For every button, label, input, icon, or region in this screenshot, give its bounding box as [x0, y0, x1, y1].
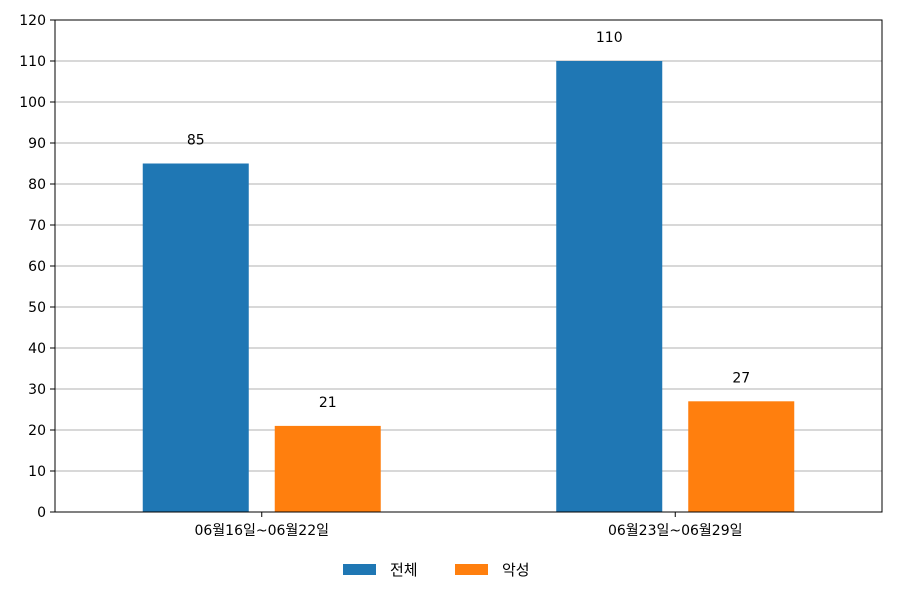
- bar-total: [556, 61, 663, 512]
- y-tick-label: 120: [19, 13, 46, 29]
- bar-value-label: 85: [187, 133, 205, 149]
- y-tick-label: 60: [28, 259, 46, 275]
- data-labels: 85 21 110 27: [187, 30, 750, 411]
- bars: [142, 61, 795, 512]
- x-tick-label: 06월23일~06월29일: [608, 523, 743, 539]
- legend-label: 악성: [502, 561, 530, 579]
- plot-frame: [54, 19, 883, 513]
- y-tick-label: 40: [28, 341, 46, 357]
- legend-swatch: [343, 564, 376, 575]
- bar-value-label: 27: [732, 370, 750, 386]
- y-tick-label: 80: [28, 177, 46, 193]
- bar-value-label: 21: [319, 395, 337, 411]
- bar-malicious: [688, 401, 795, 512]
- y-tick-label: 90: [28, 136, 46, 152]
- y-tick-label: 100: [19, 95, 46, 111]
- y-tick-label: 30: [28, 382, 46, 398]
- bar-total: [142, 163, 249, 512]
- bar-malicious: [274, 425, 381, 512]
- y-tick-label: 110: [19, 54, 46, 70]
- legend-label: 전체: [390, 561, 418, 579]
- axes: 0 10 20 30 40 50 60 70 80 90 100 110 120 06월16일~06월22…: [19, 13, 883, 539]
- y-tick-label: 70: [28, 218, 46, 234]
- x-tick-label: 06월16일~06월22일: [194, 523, 329, 539]
- bar-value-label: 110: [596, 30, 623, 46]
- y-tick-label: 50: [28, 300, 46, 316]
- legend-swatch: [455, 564, 488, 575]
- y-tick-label: 20: [28, 423, 46, 439]
- legend: 전체 악성: [343, 561, 530, 579]
- y-tick-label: 10: [28, 464, 46, 480]
- y-tick-label: 0: [37, 505, 46, 521]
